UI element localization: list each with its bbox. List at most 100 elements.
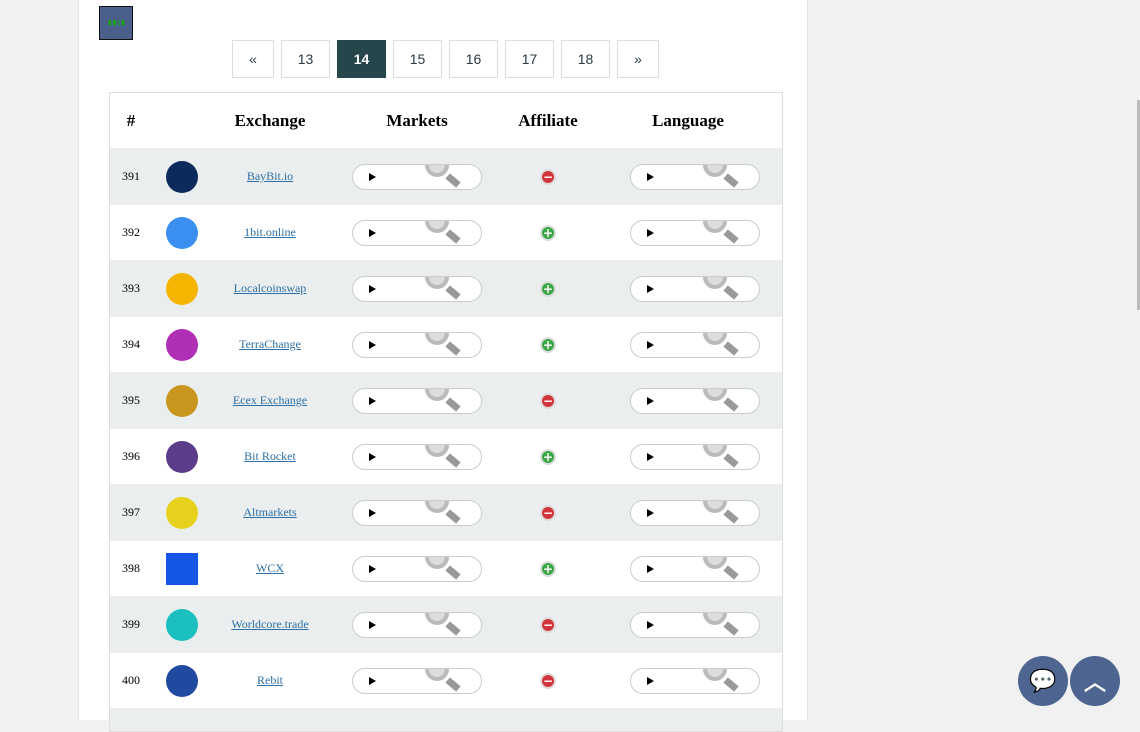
table-row: 391 BayBit.io − — [110, 148, 782, 204]
table-row — [110, 708, 782, 731]
exchange-logo-icon — [166, 553, 198, 585]
page-18[interactable]: 18 — [561, 40, 610, 78]
language-dropdown[interactable] — [630, 444, 760, 470]
exchange-link[interactable]: 1bit.online — [244, 225, 296, 239]
play-icon — [369, 285, 376, 293]
search-icon — [425, 445, 449, 457]
exchange-link[interactable]: WCX — [256, 561, 284, 575]
markets-dropdown[interactable] — [352, 668, 482, 694]
play-icon — [647, 565, 654, 573]
affiliate-minus-icon: − — [540, 505, 556, 521]
markets-dropdown[interactable] — [352, 332, 482, 358]
markets-dropdown[interactable] — [352, 388, 482, 414]
affiliate-minus-icon: − — [540, 169, 556, 185]
page-14[interactable]: 14 — [337, 40, 386, 78]
search-icon — [425, 277, 449, 289]
markets-dropdown[interactable] — [352, 164, 482, 190]
exchange-logo-icon — [166, 609, 198, 641]
language-dropdown[interactable] — [630, 500, 760, 526]
table-row: 397 Altmarkets − — [110, 484, 782, 540]
play-icon — [647, 621, 654, 629]
language-dropdown[interactable] — [630, 332, 760, 358]
language-dropdown[interactable] — [630, 164, 760, 190]
language-dropdown[interactable] — [630, 276, 760, 302]
site-logo[interactable]: ▮▮▯▮ — [99, 6, 133, 40]
language-dropdown[interactable] — [630, 220, 760, 246]
search-icon — [703, 445, 727, 457]
exchange-link[interactable]: Altmarkets — [243, 505, 297, 519]
markets-dropdown[interactable] — [352, 612, 482, 638]
page-16[interactable]: 16 — [449, 40, 498, 78]
exchange-logo-icon — [166, 161, 198, 193]
search-icon — [703, 333, 727, 345]
chat-button[interactable]: 💬 — [1018, 656, 1068, 706]
col-affiliate: Affiliate — [518, 110, 578, 130]
exchange-link[interactable]: Ecex Exchange — [232, 393, 308, 407]
chat-bubbles-icon: 💬 — [1029, 668, 1057, 694]
row-number: 393 — [122, 281, 140, 295]
language-dropdown[interactable] — [630, 388, 760, 414]
search-icon — [425, 165, 449, 177]
table-row: 393 Localcoinswap + — [110, 260, 782, 316]
play-icon — [647, 285, 654, 293]
scroll-top-button[interactable]: ︿ — [1070, 656, 1120, 706]
markets-dropdown[interactable] — [352, 556, 482, 582]
exchange-link[interactable]: Bit Rocket — [244, 449, 296, 463]
col-num: # — [126, 110, 136, 130]
table-row: 396 Bit Rocket + — [110, 428, 782, 484]
search-icon — [703, 277, 727, 289]
page-content: ▮▮▯▮ «13 14 15 16 17 18» # Exchange Markets A… — [78, 0, 808, 732]
language-dropdown[interactable] — [630, 612, 760, 638]
affiliate-plus-icon: + — [540, 337, 556, 353]
markets-dropdown[interactable] — [352, 500, 482, 526]
search-icon — [703, 165, 727, 177]
play-icon — [369, 229, 376, 237]
exchange-link[interactable]: Rebit — [257, 673, 283, 687]
row-number: 394 — [122, 337, 140, 351]
search-icon — [703, 389, 727, 401]
table-row: 398 WCX + — [110, 540, 782, 596]
exchange-logo-icon — [166, 217, 198, 249]
table-row: 394 TerraChange + — [110, 316, 782, 372]
exchange-logo-icon — [166, 441, 198, 473]
exchange-link[interactable]: Localcoinswap — [233, 281, 307, 295]
play-icon — [647, 397, 654, 405]
affiliate-plus-icon: + — [540, 449, 556, 465]
language-dropdown[interactable] — [630, 668, 760, 694]
pagination: «13 14 15 16 17 18» — [232, 40, 659, 78]
affiliate-minus-icon: − — [540, 673, 556, 689]
search-icon — [703, 557, 727, 569]
row-number: 392 — [122, 225, 140, 239]
play-icon — [647, 677, 654, 685]
col-exchange: Exchange — [234, 110, 306, 130]
search-icon — [703, 613, 727, 625]
language-dropdown[interactable] — [630, 556, 760, 582]
exchange-logo-icon — [166, 329, 198, 361]
affiliate-plus-icon: + — [540, 225, 556, 241]
search-icon — [425, 389, 449, 401]
scrollbar[interactable] — [1137, 100, 1140, 310]
chevron-up-icon: ︿ — [1083, 671, 1106, 696]
search-icon — [703, 221, 727, 233]
affiliate-plus-icon: + — [540, 281, 556, 297]
page-prev[interactable]: « — [232, 40, 274, 78]
search-icon — [425, 669, 449, 681]
play-icon — [369, 173, 376, 181]
search-icon — [425, 221, 449, 233]
play-icon — [647, 453, 654, 461]
markets-dropdown[interactable] — [352, 276, 482, 302]
page-17[interactable]: 17 — [505, 40, 554, 78]
play-icon — [647, 341, 654, 349]
affiliate-minus-icon: − — [540, 617, 556, 633]
page-next[interactable]: » — [617, 40, 659, 78]
page-15[interactable]: 15 — [393, 40, 442, 78]
table-row: 400 Rebit − — [110, 652, 782, 708]
exchange-link[interactable]: TerraChange — [239, 337, 301, 351]
exchange-link[interactable]: BayBit.io — [246, 169, 294, 183]
search-icon — [703, 501, 727, 513]
affiliate-plus-icon: + — [540, 561, 556, 577]
page-13[interactable]: 13 — [281, 40, 330, 78]
exchange-link[interactable]: Worldcore.trade — [231, 617, 309, 631]
markets-dropdown[interactable] — [352, 220, 482, 246]
markets-dropdown[interactable] — [352, 444, 482, 470]
